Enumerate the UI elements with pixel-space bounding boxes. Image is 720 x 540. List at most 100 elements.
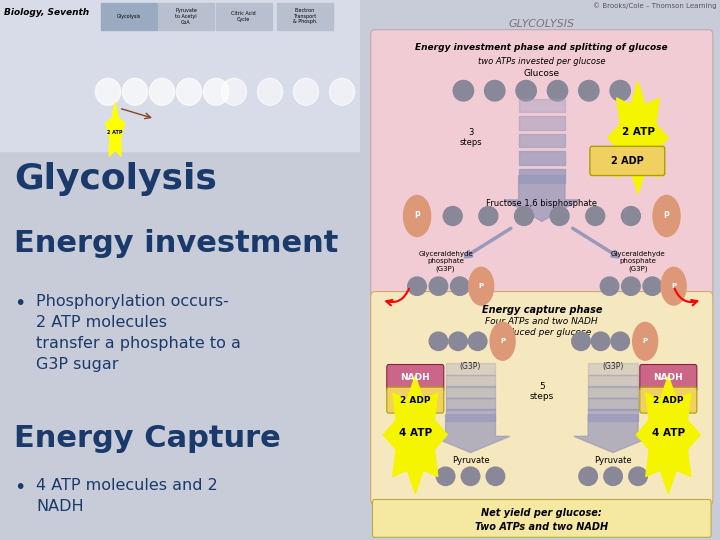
Text: (G3P): (G3P) [460,362,481,371]
FancyBboxPatch shape [640,364,697,391]
Ellipse shape [444,206,462,226]
Text: Biology, Seventh: Biology, Seventh [4,8,89,17]
Text: 3
steps: 3 steps [459,128,482,147]
Text: © Brooks/Cole – Thomson Learning: © Brooks/Cole – Thomson Learning [593,3,716,9]
Bar [0,0,360,151]
Text: Energy investment: Energy investment [14,230,339,259]
Ellipse shape [600,277,618,295]
Bar [446,409,495,421]
Ellipse shape [485,80,505,101]
Ellipse shape [547,80,567,101]
Ellipse shape [451,277,469,295]
Ellipse shape [150,78,174,105]
Bar [101,3,157,30]
Text: Energy capture phase: Energy capture phase [482,305,602,315]
Bar [588,387,638,399]
Ellipse shape [329,78,355,105]
Bar [588,409,638,421]
Text: Phosphorylation occurs-
2 ATP molecules
transfer a phosphate to a
G3P sugar: Phosphorylation occurs- 2 ATP molecules … [36,294,241,372]
Text: Citric Acid
Cycle: Citric Acid Cycle [231,11,256,22]
FancyBboxPatch shape [387,364,444,391]
Ellipse shape [579,467,598,485]
Bar [588,398,638,410]
FancyBboxPatch shape [590,146,665,176]
Text: Glyceraldehyde
phosphate
(G3P): Glyceraldehyde phosphate (G3P) [611,251,665,272]
Text: Two ATPs and two NADH: Two ATPs and two NADH [475,522,608,531]
FancyArrow shape [431,415,510,453]
Text: •: • [14,294,26,313]
Text: Glyceraldehyde
phosphate
(G3P): Glyceraldehyde phosphate (G3P) [418,251,473,272]
FancyArrow shape [574,415,652,453]
Ellipse shape [572,332,590,350]
Ellipse shape [122,78,148,105]
Ellipse shape [550,206,569,226]
Text: 2 ADP: 2 ADP [611,156,644,166]
Text: P: P [414,212,420,220]
Bar [518,151,565,165]
FancyBboxPatch shape [387,387,444,413]
Text: Pyruvate
to Acetyl
CoA: Pyruvate to Acetyl CoA [175,8,197,24]
Ellipse shape [621,277,640,295]
Bar [518,99,565,112]
Text: P: P [671,283,676,289]
Ellipse shape [629,467,647,485]
Ellipse shape [449,332,467,350]
FancyBboxPatch shape [371,292,713,505]
Bar [588,363,638,375]
Text: P: P [642,338,648,345]
Ellipse shape [204,78,229,105]
Circle shape [490,322,515,360]
Circle shape [469,267,494,305]
Text: 4 ATP: 4 ATP [652,428,685,438]
Ellipse shape [486,467,505,485]
Ellipse shape [643,277,662,295]
FancyBboxPatch shape [640,387,697,413]
Bar [446,387,495,399]
Ellipse shape [610,80,631,101]
Bar [446,398,495,410]
Text: Electron
Transport
& Phosph.: Electron Transport & Phosph. [292,8,318,24]
Ellipse shape [429,332,448,350]
Bar [446,375,495,387]
Text: •: • [14,478,26,497]
Circle shape [403,195,431,237]
FancyBboxPatch shape [372,500,711,537]
Circle shape [633,322,657,360]
Text: NADH: NADH [654,374,683,382]
Ellipse shape [611,332,629,350]
Text: Energy Capture: Energy Capture [14,424,281,453]
Text: NADH: NADH [400,374,430,382]
FancyBboxPatch shape [371,30,713,300]
Text: Glucose: Glucose [523,69,560,78]
Text: NAD⁺: NAD⁺ [404,368,427,377]
Circle shape [653,195,680,237]
Text: P: P [479,283,484,289]
Ellipse shape [294,78,319,105]
Bar [518,134,565,147]
Ellipse shape [516,80,536,101]
Text: 4 ATP molecules and 2
NADH: 4 ATP molecules and 2 NADH [36,478,217,514]
Ellipse shape [222,78,246,105]
Text: 5
steps: 5 steps [530,382,554,401]
Text: Four ATPs and two NADH: Four ATPs and two NADH [485,317,598,326]
Text: P: P [500,338,505,345]
Text: 4 ATP: 4 ATP [399,428,432,438]
Text: Pyruvate: Pyruvate [594,456,632,465]
Ellipse shape [591,332,610,350]
Ellipse shape [429,277,448,295]
Bar [277,3,333,30]
Text: 2 ATP: 2 ATP [107,130,123,135]
Ellipse shape [95,78,121,105]
Text: NAD⁺: NAD⁺ [657,368,680,377]
Text: GLYCOLYSIS: GLYCOLYSIS [509,19,575,29]
Text: Glycolysis: Glycolysis [117,14,140,19]
FancyArrow shape [505,176,579,221]
Ellipse shape [462,467,480,485]
Text: Net yield per glucose:: Net yield per glucose: [482,508,602,518]
Polygon shape [636,375,701,494]
Polygon shape [106,103,125,156]
Bar [158,3,215,30]
Polygon shape [383,375,447,494]
Text: 2 ADP: 2 ADP [653,396,683,404]
Bar [518,169,565,183]
